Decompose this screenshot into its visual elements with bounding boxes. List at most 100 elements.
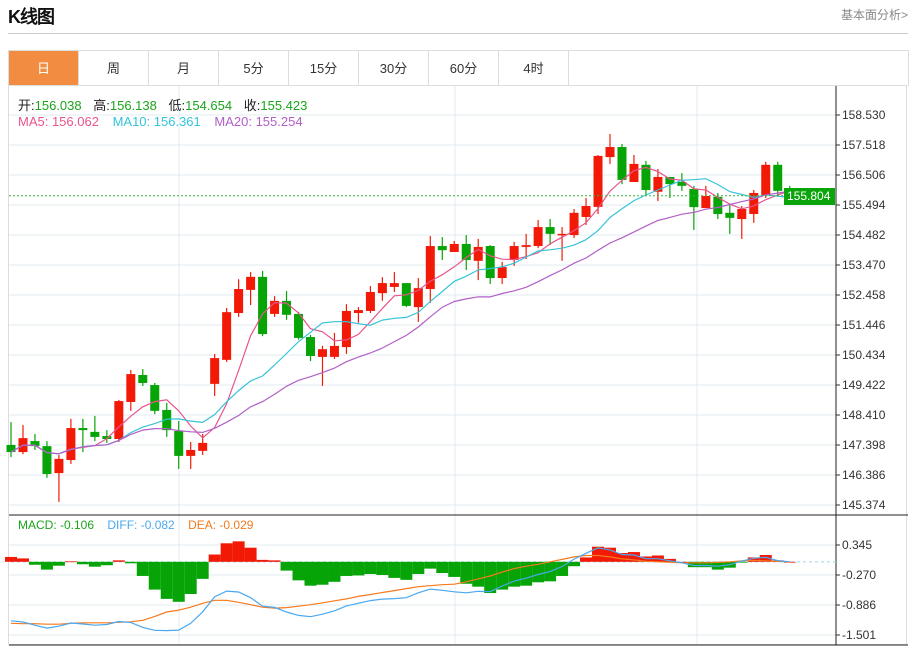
macd-bar: [388, 561, 401, 578]
candle: [557, 227, 567, 261]
macd-bar: [496, 561, 509, 590]
candle-body: [413, 288, 423, 308]
candle: [138, 369, 148, 386]
macd-bar: [100, 561, 113, 566]
fundamental-analysis-link[interactable]: 基本面分析>: [840, 8, 908, 22]
macd-bar: [232, 541, 245, 562]
candle: [509, 241, 519, 266]
price-axis-label: 156.506: [842, 168, 886, 182]
candle-body: [677, 181, 687, 186]
candle-body: [569, 212, 579, 236]
ma-info: MA5: 156.062 MA10: 156.361 MA20: 155.254: [18, 114, 303, 129]
macd-bar: [244, 547, 257, 562]
candle-body: [54, 458, 64, 474]
candle: [545, 219, 555, 246]
macd-bar: [747, 557, 760, 562]
price-axis-label: 158.530: [842, 108, 886, 122]
macd-bar: [88, 561, 101, 567]
macd-bar: [220, 543, 233, 562]
candle-body: [689, 188, 699, 208]
candle: [90, 415, 100, 442]
tab-30min[interactable]: 30分: [359, 51, 429, 86]
macd-bar: [16, 558, 29, 562]
candle: [497, 262, 507, 284]
candle-body: [66, 428, 76, 461]
close-value: 155.423: [260, 98, 308, 113]
candle-body: [270, 300, 280, 314]
price-axis-label: 151.446: [842, 318, 886, 332]
candle: [485, 245, 495, 284]
candle-body: [222, 312, 232, 360]
candle: [677, 173, 687, 191]
macd-bar: [460, 561, 473, 584]
macd-bar: [196, 561, 209, 579]
tab-day[interactable]: 日: [9, 51, 79, 86]
candle: [533, 219, 543, 249]
candle: [725, 204, 735, 234]
candle: [449, 240, 459, 252]
macd-bar: [304, 561, 317, 586]
candle: [617, 144, 627, 185]
candle: [282, 291, 292, 320]
macd-info: MACD: -0.106 DIFF: -0.082 DEA: -0.029: [18, 518, 253, 532]
tab-month[interactable]: 月: [149, 51, 219, 86]
period-tabs: 日 周 月 5分 15分 30分 60分 4时: [8, 50, 909, 86]
candle-body: [42, 446, 52, 474]
price-axis-label: 153.470: [842, 258, 886, 272]
ma10-value: MA10: 156.361: [112, 114, 201, 129]
tab-15min[interactable]: 15分: [289, 51, 359, 86]
candle: [114, 399, 124, 442]
open-label: 开:: [18, 98, 35, 113]
candle-body: [665, 176, 675, 185]
macd-bar: [160, 561, 173, 599]
candle-body: [365, 291, 375, 311]
macd-bar: [328, 561, 341, 582]
candle-body: [210, 358, 220, 384]
macd-bar: [292, 561, 305, 581]
candle-body: [773, 164, 783, 191]
candle: [258, 270, 268, 337]
price-axis-label: 154.482: [842, 228, 886, 242]
candle: [605, 133, 615, 164]
price-axis-label: 149.422: [842, 378, 886, 392]
candle-body: [593, 155, 603, 207]
macd-bar: [136, 561, 149, 576]
candle-body: [78, 428, 88, 431]
candle: [521, 233, 531, 260]
macd-axis-label: -0.886: [842, 598, 876, 612]
price-axis-label: 147.398: [842, 438, 886, 452]
macd-bar: [148, 561, 161, 590]
candle-body: [485, 246, 495, 279]
tab-60min[interactable]: 60分: [429, 51, 499, 86]
tab-5min[interactable]: 5分: [219, 51, 289, 86]
candle-body: [497, 267, 507, 279]
candle: [317, 345, 327, 386]
page-title: K线图: [8, 7, 55, 27]
tab-4hour[interactable]: 4时: [499, 51, 569, 86]
candle-body: [533, 227, 543, 247]
macd-axis-label: -1.501: [842, 628, 876, 642]
candle: [389, 272, 399, 292]
macd-bar: [520, 561, 533, 586]
low-value: 154.654: [185, 98, 233, 113]
macd-bar: [40, 561, 53, 570]
candle-body: [437, 246, 447, 251]
candle: [54, 455, 64, 502]
candle: [270, 296, 280, 317]
macd-bar: [76, 561, 89, 565]
candle: [461, 235, 471, 271]
macd-bar: [735, 561, 748, 563]
candle-body: [473, 246, 483, 261]
candle-body: [641, 164, 651, 190]
candle-body: [701, 195, 711, 209]
candle-body: [234, 289, 244, 314]
candle: [341, 304, 351, 354]
tab-week[interactable]: 周: [79, 51, 149, 86]
candle-body: [114, 401, 124, 440]
candle-body: [246, 276, 256, 290]
candle: [174, 420, 184, 469]
high-value: 156.138: [109, 98, 157, 113]
candle: [641, 160, 651, 196]
macd-value: MACD: -0.106: [18, 518, 95, 532]
